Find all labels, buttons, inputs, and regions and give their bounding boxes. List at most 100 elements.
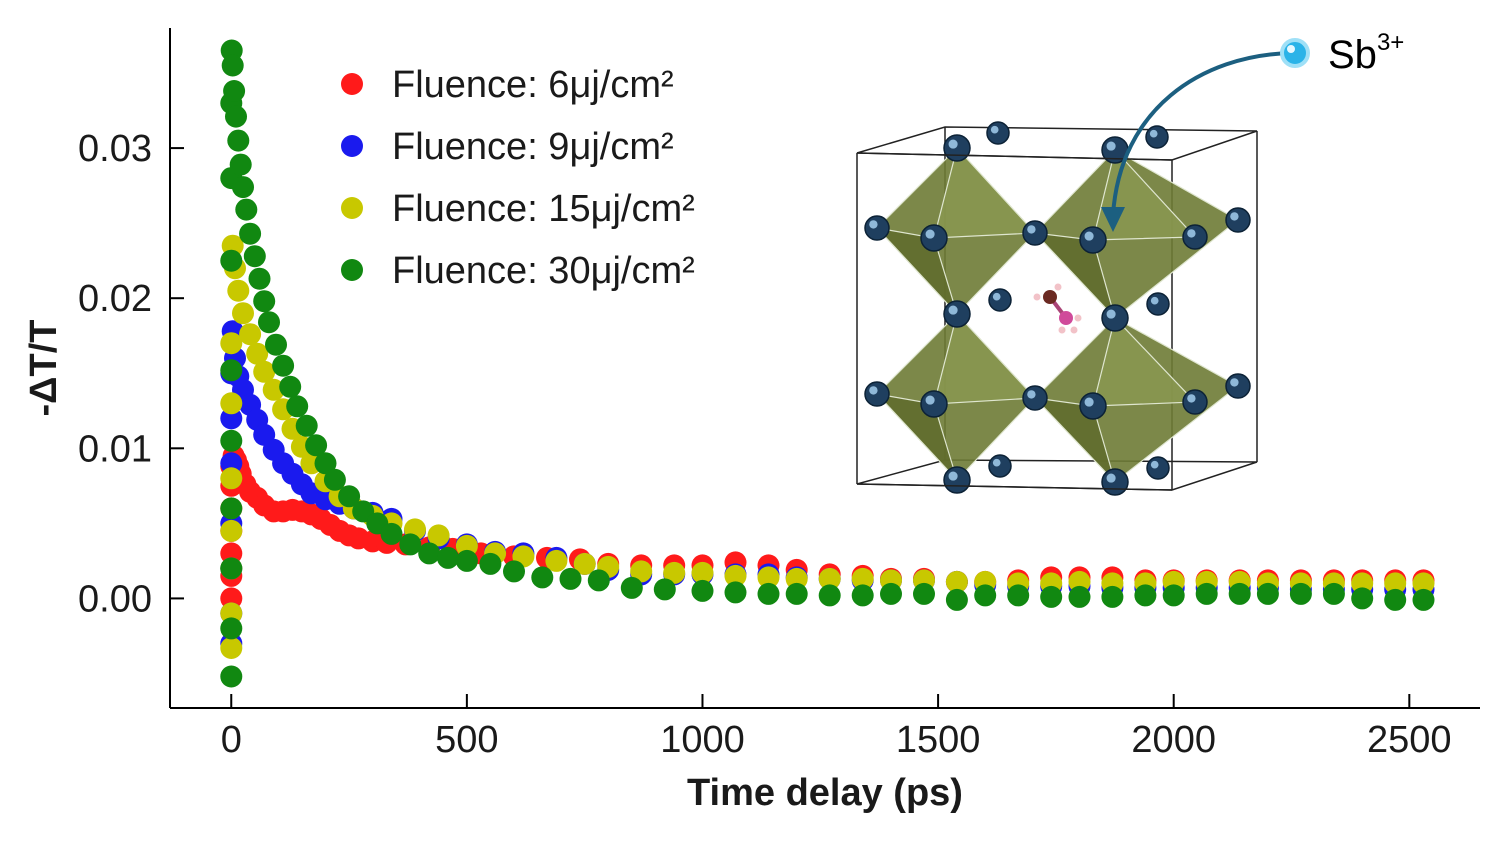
octahedron bbox=[1033, 232, 1116, 319]
legend-label: Fluence: 15μj/cm² bbox=[392, 188, 695, 230]
data-point bbox=[653, 578, 676, 601]
data-point bbox=[818, 567, 841, 590]
y-axis-label: -ΔT/T bbox=[23, 320, 65, 417]
series-4 bbox=[220, 39, 1435, 688]
data-point bbox=[220, 249, 243, 272]
atom-highlight bbox=[1150, 460, 1159, 469]
arrow-head-icon bbox=[1101, 207, 1125, 232]
atom-highlight bbox=[1230, 212, 1239, 221]
atom-highlight bbox=[1149, 129, 1158, 138]
data-point bbox=[227, 279, 250, 302]
data-point bbox=[1384, 588, 1407, 611]
legend: Fluence: 6μj/cm² Fluence: 9μj/cm² Fluence:… bbox=[341, 64, 695, 292]
y-tick-label: 0.01 bbox=[78, 428, 152, 470]
atom-sphere bbox=[1145, 125, 1169, 149]
data-point bbox=[1068, 585, 1091, 608]
atom-highlight bbox=[869, 220, 878, 229]
sb-label-charge: 3+ bbox=[1377, 29, 1404, 56]
data-point bbox=[503, 560, 525, 583]
data-point bbox=[1322, 582, 1345, 605]
atom-sphere bbox=[1079, 392, 1107, 420]
data-point bbox=[243, 245, 266, 268]
atom-highlight bbox=[948, 139, 958, 149]
data-point bbox=[630, 560, 653, 583]
octahedron bbox=[933, 312, 1037, 405]
sb-label-base: Sb bbox=[1328, 33, 1377, 77]
atom-sphere bbox=[920, 224, 948, 252]
atom-sphere bbox=[1079, 226, 1107, 254]
data-point bbox=[262, 378, 285, 401]
data-point bbox=[286, 395, 309, 418]
atom-sphere bbox=[1101, 468, 1129, 496]
atom-sphere bbox=[1225, 373, 1251, 399]
data-point bbox=[1384, 572, 1407, 595]
data-point bbox=[220, 429, 243, 452]
data-points bbox=[220, 39, 1435, 688]
atom-sphere bbox=[986, 121, 1010, 145]
data-point bbox=[220, 497, 243, 520]
legend-label: Fluence: 6μj/cm² bbox=[392, 64, 674, 106]
data-point bbox=[220, 665, 243, 688]
data-point bbox=[559, 567, 582, 590]
atom-highlight bbox=[1084, 231, 1094, 241]
data-point bbox=[479, 552, 502, 575]
y-tick-label: 0.00 bbox=[78, 578, 152, 620]
data-point bbox=[851, 584, 874, 607]
atom-highlight bbox=[1150, 296, 1159, 305]
atom-sphere bbox=[943, 300, 971, 328]
data-point bbox=[305, 434, 328, 457]
data-point bbox=[253, 290, 276, 313]
atom-highlight bbox=[1027, 390, 1036, 399]
x-tick-label: 500 bbox=[435, 719, 498, 761]
data-point bbox=[663, 561, 686, 584]
data-point bbox=[225, 105, 247, 128]
sb-marker-icon bbox=[1280, 38, 1310, 68]
octahedra bbox=[875, 146, 1240, 483]
atom-highlight bbox=[1027, 225, 1036, 234]
data-point bbox=[399, 533, 422, 556]
atom-highlight bbox=[990, 125, 999, 134]
crystal-structure-illustration: Sb3+ bbox=[856, 29, 1404, 496]
data-point bbox=[229, 153, 252, 176]
legend-marker bbox=[341, 197, 363, 219]
atom-highlight bbox=[1106, 473, 1116, 483]
atom-sphere bbox=[1146, 292, 1170, 316]
data-point bbox=[239, 222, 262, 245]
data-point bbox=[1412, 588, 1435, 611]
data-point bbox=[314, 452, 337, 475]
annotation-arrow bbox=[1111, 51, 1293, 216]
data-point bbox=[1007, 584, 1030, 607]
axes: 0 500 1000 1500 2000 2500 0.00 0.01 0.02 0.03 bbox=[78, 28, 1480, 761]
data-point bbox=[227, 129, 250, 152]
sb-marker-highlight bbox=[1287, 45, 1295, 53]
x-tick-label: 1000 bbox=[660, 719, 745, 761]
atom-sphere bbox=[864, 215, 890, 241]
atom-highlight bbox=[948, 305, 958, 315]
data-point bbox=[437, 546, 459, 569]
atom-highlight bbox=[1230, 378, 1239, 387]
atom-sphere bbox=[1182, 389, 1208, 415]
data-point bbox=[295, 414, 318, 437]
data-point bbox=[239, 323, 262, 346]
data-point bbox=[573, 552, 596, 575]
x-axis-label: Time delay (ps) bbox=[687, 772, 963, 814]
atom-highlight bbox=[1187, 229, 1196, 238]
data-point bbox=[380, 522, 403, 545]
x-tick-label: 2500 bbox=[1367, 719, 1452, 761]
data-point bbox=[220, 359, 243, 382]
data-point bbox=[880, 582, 902, 605]
data-point bbox=[1195, 582, 1218, 605]
legend-marker bbox=[341, 135, 363, 157]
y-tick-label: 0.03 bbox=[78, 128, 152, 170]
data-point bbox=[455, 549, 478, 572]
y-tick-label: 0.02 bbox=[78, 278, 152, 320]
legend-marker bbox=[341, 73, 363, 95]
data-point bbox=[545, 549, 568, 572]
data-point bbox=[427, 524, 450, 547]
data-point bbox=[220, 557, 243, 580]
data-point bbox=[248, 267, 271, 290]
data-point bbox=[620, 576, 643, 599]
data-point bbox=[818, 584, 841, 607]
atom-highlight bbox=[1106, 141, 1116, 151]
